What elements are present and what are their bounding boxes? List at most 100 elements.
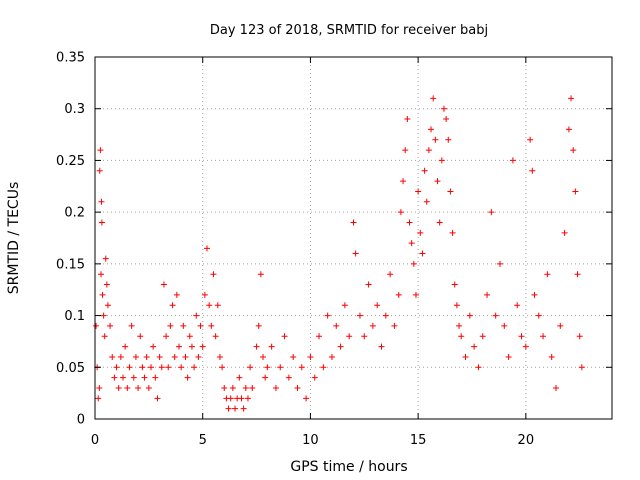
data-point — [479, 333, 486, 340]
data-point — [456, 322, 463, 329]
data-point — [451, 281, 458, 288]
data-point — [208, 322, 215, 329]
data-point — [115, 384, 122, 391]
data-point — [216, 353, 223, 360]
data-point — [221, 384, 228, 391]
data-point — [453, 302, 460, 309]
y-tick-label: 0.15 — [56, 257, 85, 272]
data-point — [255, 322, 262, 329]
data-point — [378, 343, 385, 350]
data-point — [96, 167, 103, 174]
data-point — [484, 291, 491, 298]
data-point — [257, 271, 264, 278]
data-points — [93, 95, 585, 412]
data-point — [225, 405, 232, 412]
x-tick-label: 20 — [518, 433, 535, 448]
data-point — [316, 333, 323, 340]
data-point — [421, 167, 428, 174]
data-point — [531, 291, 538, 298]
data-point — [412, 291, 419, 298]
data-point — [518, 333, 525, 340]
data-point — [529, 167, 536, 174]
data-point — [139, 364, 146, 371]
data-point — [337, 343, 344, 350]
data-point — [236, 374, 243, 381]
data-point — [264, 364, 271, 371]
data-point — [95, 395, 102, 402]
data-point — [294, 384, 301, 391]
data-point — [137, 333, 144, 340]
data-point — [423, 198, 430, 205]
data-point — [400, 178, 407, 185]
data-point — [206, 302, 213, 309]
data-point — [260, 353, 267, 360]
data-point — [247, 364, 254, 371]
data-point — [501, 322, 508, 329]
x-tick-label: 5 — [199, 433, 207, 448]
x-axis-ticks: 0 5 10 15 20 — [91, 57, 534, 448]
data-point — [126, 364, 133, 371]
data-point — [419, 250, 426, 257]
data-point — [145, 384, 152, 391]
data-point — [107, 322, 114, 329]
data-point — [417, 229, 424, 236]
data-point — [98, 219, 105, 226]
data-point — [285, 374, 292, 381]
data-point — [232, 405, 239, 412]
data-point — [540, 333, 547, 340]
data-point — [120, 374, 127, 381]
data-point — [298, 364, 305, 371]
data-point — [99, 291, 106, 298]
data-point — [122, 343, 129, 350]
data-point — [328, 353, 335, 360]
data-point — [352, 250, 359, 257]
y-tick-label: 0.05 — [56, 361, 85, 376]
data-point — [509, 157, 516, 164]
data-point — [572, 188, 579, 195]
data-point — [311, 374, 318, 381]
data-point — [387, 271, 394, 278]
y-tick-label: 0 — [77, 413, 85, 428]
data-point — [100, 312, 107, 319]
data-point — [488, 209, 495, 216]
data-point — [496, 260, 503, 267]
data-point — [150, 343, 157, 350]
data-point — [152, 374, 159, 381]
data-point — [171, 353, 178, 360]
data-point — [568, 95, 575, 102]
data-point — [374, 302, 381, 309]
data-point — [197, 322, 204, 329]
data-point — [402, 147, 409, 154]
data-point — [201, 291, 208, 298]
data-point — [101, 333, 108, 340]
data-point — [548, 353, 555, 360]
data-point — [240, 405, 247, 412]
data-point — [173, 291, 180, 298]
data-point — [124, 384, 131, 391]
data-point — [117, 353, 124, 360]
data-point — [544, 271, 551, 278]
data-point — [561, 229, 568, 236]
data-point — [143, 353, 150, 360]
data-point — [410, 260, 417, 267]
data-point — [229, 384, 236, 391]
data-point — [128, 322, 135, 329]
y-tick-label: 0.35 — [56, 51, 85, 66]
data-point — [176, 343, 183, 350]
data-point — [244, 395, 251, 402]
data-point — [346, 333, 353, 340]
data-point — [104, 302, 111, 309]
data-point — [277, 364, 284, 371]
data-point — [462, 353, 469, 360]
x-tick-label: 10 — [302, 433, 319, 448]
data-point — [522, 343, 529, 350]
data-point — [492, 312, 499, 319]
data-point — [303, 395, 310, 402]
data-point — [324, 312, 331, 319]
data-point — [262, 374, 269, 381]
data-point — [565, 126, 572, 133]
data-point — [350, 219, 357, 226]
data-point — [333, 322, 340, 329]
y-axis-ticks: 0 0.05 0.1 0.15 0.2 0.25 0.3 0.35 — [56, 51, 612, 428]
data-point — [154, 395, 161, 402]
